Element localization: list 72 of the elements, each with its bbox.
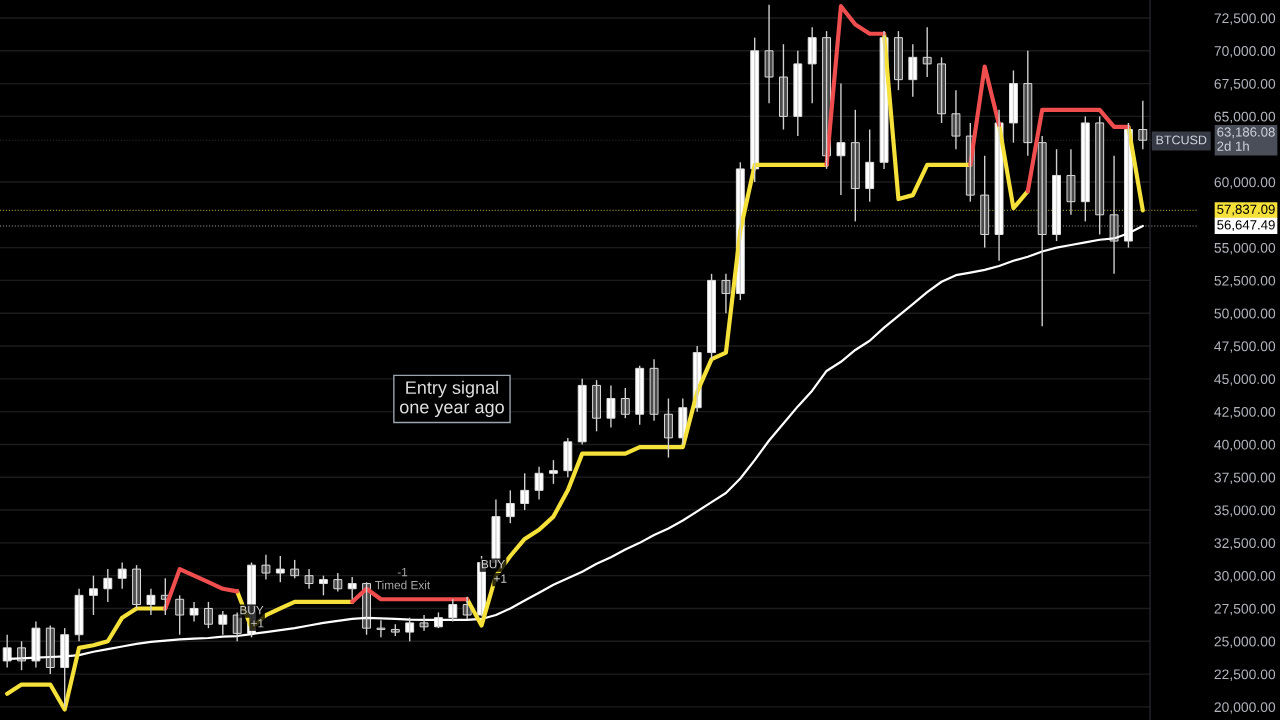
candlestick [548, 459, 558, 485]
candlestick [865, 128, 875, 203]
y-tick-label: 72,500.00 [1214, 13, 1276, 25]
annotation: BUY [481, 560, 505, 569]
candlestick [606, 384, 616, 429]
candlestick [620, 387, 630, 419]
candlestick [1080, 115, 1090, 223]
candlestick [1095, 115, 1105, 236]
ref-line-label: 56,647.49 [1217, 220, 1275, 232]
candlestick [275, 555, 285, 583]
y-tick-label: 32,500.00 [1214, 538, 1276, 550]
candlestick [534, 466, 544, 501]
y-tick-label: 45,000.00 [1214, 374, 1276, 386]
y-tick-label: 65,000.00 [1214, 111, 1276, 124]
candlestick [721, 273, 731, 314]
candlestick [189, 601, 199, 623]
candlestick [175, 594, 185, 636]
candlestick [1052, 148, 1062, 242]
y-tick-label: 52,500.00 [1214, 275, 1276, 288]
y-tick-label: 70,000.00 [1214, 46, 1276, 58]
candlestick [261, 553, 271, 581]
candlestick [1066, 148, 1076, 216]
y-tick-label: 55,000.00 [1214, 242, 1276, 255]
candlestick [937, 56, 947, 124]
candlestick [980, 155, 990, 249]
candlestick [764, 4, 774, 104]
candlestick [318, 574, 328, 597]
candlestick [707, 273, 717, 360]
candlestick [304, 568, 314, 590]
annotation: -1 [397, 568, 408, 577]
ref-line-label: 63,186.08 2d 1h [1217, 127, 1275, 151]
candlestick [836, 82, 846, 196]
y-tick-label: 22,500.00 [1214, 669, 1276, 681]
y-tick-label: 37,500.00 [1214, 472, 1276, 485]
candlestick [74, 588, 84, 642]
candlestick [146, 588, 156, 616]
candlestick [635, 365, 645, 426]
candlestick [505, 489, 515, 524]
candlestick [405, 616, 415, 642]
candlestick [376, 619, 386, 639]
candlestick [951, 89, 961, 150]
y-tick-label: 47,500.00 [1214, 341, 1276, 353]
annotation: +1 [494, 574, 507, 583]
y-tick-label: 27,500.00 [1214, 603, 1276, 616]
annotation: +1 [251, 619, 264, 628]
annotation: Entry signal one year ago [400, 380, 504, 418]
y-tick-label: 42,500.00 [1214, 406, 1276, 419]
candlestick [520, 472, 530, 511]
candlestick [850, 109, 860, 223]
candlestick [1008, 69, 1018, 144]
candlestick [132, 564, 142, 610]
candlestick [778, 43, 788, 131]
y-tick-label: 40,000.00 [1214, 439, 1276, 452]
candlestick [419, 614, 429, 632]
candlestick [663, 397, 673, 459]
candlestick [649, 358, 659, 422]
ref-line-label: 57,837.09 [1217, 204, 1275, 216]
candlestick [893, 30, 903, 91]
y-tick-label: 60,000.00 [1214, 177, 1276, 189]
y-tick-label: 25,000.00 [1214, 636, 1276, 649]
candlestick [88, 574, 98, 616]
candlestick [203, 601, 213, 629]
y-tick-label: 67,500.00 [1214, 78, 1276, 91]
y-tick-label: 50,000.00 [1214, 308, 1276, 321]
annotation: Timed Exit [375, 580, 431, 590]
annotation: BUY [240, 606, 264, 615]
text: BTCUSD [1156, 135, 1207, 145]
y-tick-label: 30,000.00 [1214, 570, 1276, 583]
y-tick-label: 20,000.00 [1214, 702, 1276, 714]
y-tick-label: 35,000.00 [1214, 505, 1276, 517]
candlestick [592, 379, 602, 433]
candlestick [290, 559, 300, 579]
